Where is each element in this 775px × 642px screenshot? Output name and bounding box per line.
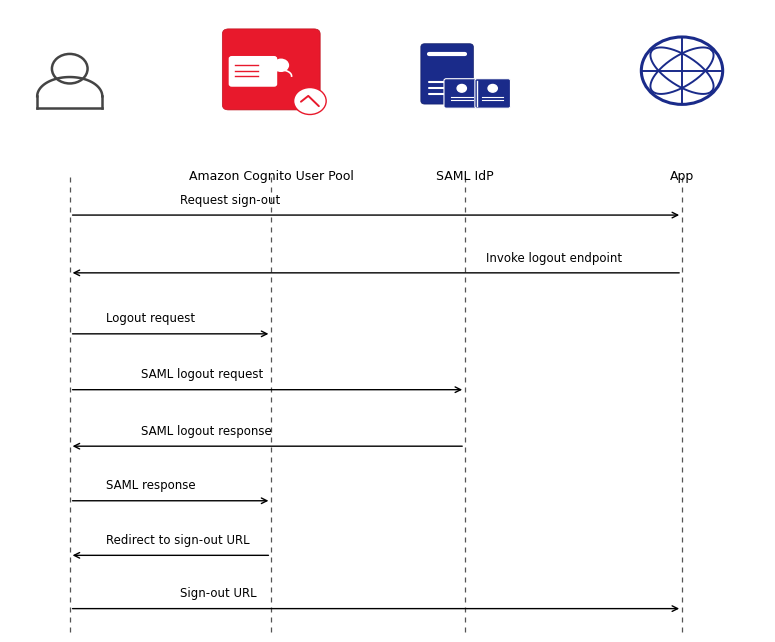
Text: App: App [670, 170, 694, 183]
Circle shape [294, 87, 326, 114]
Circle shape [488, 85, 498, 92]
Text: Sign-out URL: Sign-out URL [180, 587, 257, 600]
Text: SAML IdP: SAML IdP [436, 170, 494, 183]
FancyBboxPatch shape [222, 29, 320, 110]
Circle shape [273, 58, 289, 72]
Text: SAML logout response: SAML logout response [141, 425, 272, 438]
Text: SAML logout request: SAML logout request [141, 369, 264, 381]
Circle shape [642, 37, 722, 105]
Text: Request sign-out: Request sign-out [180, 194, 281, 207]
Text: SAML response: SAML response [106, 480, 195, 492]
FancyBboxPatch shape [444, 79, 480, 108]
Text: Invoke logout endpoint: Invoke logout endpoint [486, 252, 622, 265]
Text: Logout request: Logout request [106, 313, 195, 325]
FancyBboxPatch shape [229, 56, 277, 87]
FancyBboxPatch shape [421, 44, 474, 104]
FancyBboxPatch shape [475, 79, 511, 108]
Text: Amazon Cognito User Pool: Amazon Cognito User Pool [189, 170, 353, 183]
Circle shape [457, 85, 467, 92]
Text: Redirect to sign-out URL: Redirect to sign-out URL [106, 534, 250, 547]
